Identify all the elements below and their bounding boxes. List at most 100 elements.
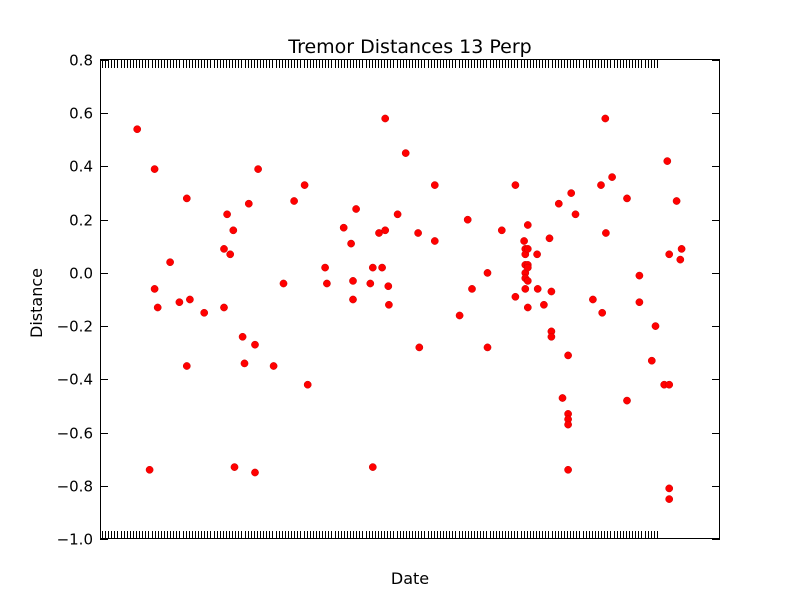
data-point: [145, 465, 154, 474]
data-point: [564, 420, 572, 429]
data-point: [251, 468, 259, 477]
data-point: [323, 279, 331, 288]
data-point: [175, 298, 184, 307]
data-point: [269, 362, 278, 370]
data-point: [166, 258, 174, 267]
data-point: [540, 300, 548, 309]
data-point: [511, 181, 520, 189]
data-point: [533, 285, 542, 293]
data-point: [430, 237, 439, 245]
data-point: [254, 165, 262, 173]
data-point: [521, 285, 530, 293]
data-point: [279, 279, 288, 288]
data-point: [463, 215, 472, 224]
plot-frame: [100, 59, 720, 539]
data-point: [665, 484, 674, 493]
data-point: [220, 303, 228, 312]
data-point: [523, 245, 532, 253]
data-point: [597, 181, 605, 189]
data-point: [554, 199, 563, 208]
y-axis: 0.8 0.6 0.4 0.2 0.0 −0.2 −0.4 −0.6 −0.8 −1.0: [57, 52, 720, 549]
y-tick-label: 0.6: [69, 105, 93, 123]
data-point: [601, 114, 610, 123]
data-point: [321, 263, 329, 272]
data-point: [226, 250, 235, 259]
data-point: [672, 197, 681, 205]
data-point: [623, 396, 631, 405]
data-point: [547, 332, 556, 341]
data-point: [602, 229, 610, 237]
data-point: [665, 380, 674, 389]
data-point: [182, 362, 191, 370]
data-point: [571, 210, 580, 219]
y-axis-label: Distance: [27, 268, 46, 338]
data-point: [378, 263, 386, 272]
data-point: [366, 279, 375, 288]
data-point: [523, 221, 532, 229]
data-point: [240, 359, 249, 368]
data-points: [133, 114, 686, 503]
data-point: [153, 303, 162, 312]
data-point: [414, 229, 422, 237]
y-tick-label: 0.4: [69, 158, 93, 176]
data-point: [511, 292, 520, 301]
data-point: [523, 303, 532, 312]
data-point: [676, 255, 685, 264]
data-point: [182, 194, 191, 203]
data-point: [430, 181, 439, 189]
data-point: [230, 463, 239, 471]
data-point: [635, 298, 644, 307]
y-tick-label: −1.0: [57, 531, 93, 549]
data-point: [251, 340, 259, 349]
data-point: [368, 463, 377, 471]
y-tick-label: −0.8: [57, 478, 93, 496]
x-axis-label: Date: [391, 569, 429, 588]
data-point: [455, 311, 464, 320]
data-point: [663, 157, 672, 165]
data-point: [623, 194, 631, 203]
data-point: [635, 271, 644, 280]
data-point: [677, 245, 686, 253]
x-axis: [102, 60, 658, 539]
data-point: [339, 223, 348, 232]
y-tick-label: −0.4: [57, 371, 93, 389]
data-point: [558, 394, 567, 402]
data-point: [589, 295, 597, 304]
data-point: [150, 285, 159, 293]
data-point: [186, 295, 194, 304]
data-point: [665, 250, 674, 259]
data-point: [665, 495, 674, 503]
data-point: [244, 199, 253, 208]
data-point: [468, 285, 476, 293]
data-point: [545, 234, 554, 243]
data-point: [523, 263, 532, 272]
data-point: [547, 287, 556, 296]
data-point: [567, 189, 576, 197]
data-point: [564, 351, 572, 360]
data-point: [384, 282, 393, 291]
data-point: [381, 114, 390, 123]
data-point: [523, 277, 532, 285]
data-point: [300, 181, 309, 189]
data-point: [483, 269, 492, 277]
data-point: [483, 343, 492, 352]
data-point: [647, 356, 656, 365]
data-point: [347, 239, 355, 248]
data-point: [564, 465, 572, 474]
data-point: [415, 343, 424, 352]
y-tick-label: −0.6: [57, 425, 93, 443]
data-point: [520, 237, 528, 245]
chart-title: Tremor Distances 13 Perp: [287, 36, 531, 58]
data-point: [401, 149, 410, 157]
y-tick-label: 0.8: [69, 52, 93, 70]
data-point: [651, 322, 660, 330]
data-point: [220, 245, 228, 253]
data-point: [303, 380, 312, 389]
data-point: [349, 295, 357, 304]
data-point: [223, 210, 231, 219]
y-tick-label: −0.2: [57, 318, 93, 336]
data-point: [150, 165, 159, 173]
data-point: [229, 226, 238, 235]
data-point: [598, 308, 607, 317]
